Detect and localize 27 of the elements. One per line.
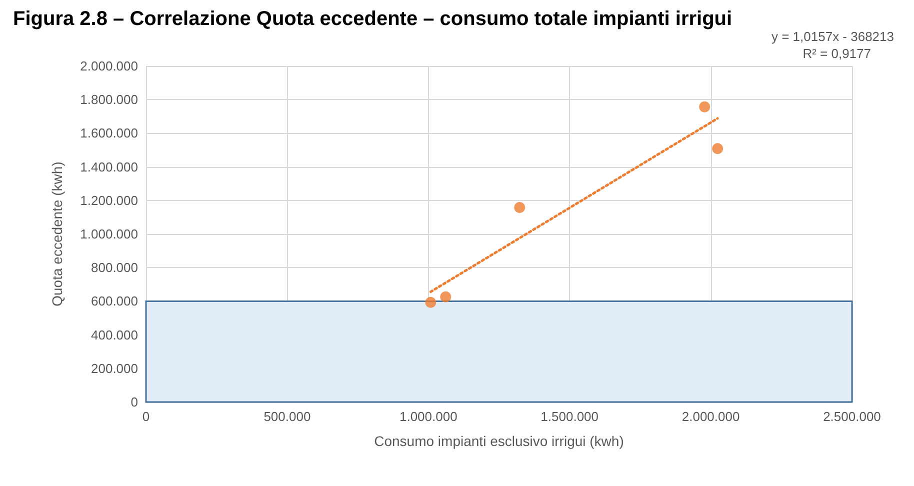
text: R² = 0,9177 <box>802 46 872 61</box>
point <box>712 143 724 154</box>
text: y = 1,0157x - 368213 <box>771 29 894 44</box>
point <box>440 291 452 302</box>
x-tick-label: 2.000.000 <box>682 409 740 424</box>
y-tick-label: 0 <box>130 394 138 410</box>
y-axis-title: Quota eccedente (kwh) <box>49 162 65 306</box>
x-tick-label: 2.500.000 <box>823 409 881 424</box>
y-tick-label: 2.000.000 <box>80 58 138 74</box>
y-tick-label: 1.200.000 <box>80 192 138 208</box>
point <box>425 296 436 308</box>
point <box>699 101 710 112</box>
y-tick-label: 400.000 <box>91 327 138 342</box>
y-tick-label: 1.600.000 <box>80 126 138 141</box>
y-tick-label: 1.400.000 <box>80 159 138 174</box>
x-tick-label: 1.500.000 <box>540 409 599 424</box>
y-tick-label: 800.000 <box>91 260 138 276</box>
x-axis-title: Consumo impianti esclusivo irrigui (kwh) <box>374 433 624 449</box>
x-tick-label: 0 <box>142 409 150 424</box>
y-tick-label: 600.000 <box>91 294 138 309</box>
y-tick-label: 1.000.000 <box>80 226 138 242</box>
point <box>514 202 526 213</box>
chart-title: Figura 2.8 – Correlazione Quota eccedente – consumo totale impianti irrigui <box>13 8 732 30</box>
y-tick-label: 200.000 <box>91 360 138 376</box>
x-tick-label: 1.000.000 <box>399 409 458 424</box>
y-tick-label: 1.800.000 <box>80 92 138 108</box>
x-tick-label: 500.000 <box>264 409 311 424</box>
